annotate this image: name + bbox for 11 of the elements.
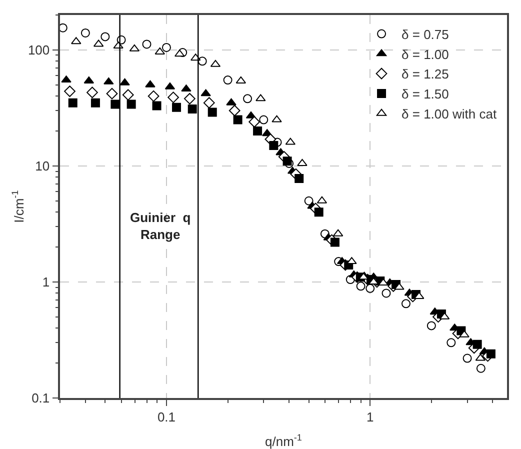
y-tick-label: 10 [35, 158, 50, 174]
x-axis-title: q/nm$^{-1}$ [265, 432, 302, 449]
y-tick-label: 100 [28, 42, 50, 58]
legend-label: δ = 1.50 [402, 86, 449, 102]
y-tick-label: 0.1 [32, 390, 50, 406]
legend-label: δ = 1.00 [402, 46, 449, 62]
annotation: Guinier q Range [130, 210, 191, 242]
legend-label: δ = 1.00 with cat [402, 106, 497, 122]
legend-label: δ = 1.25 [402, 66, 449, 82]
legend-label: δ = 0.75 [402, 26, 449, 42]
y-tick-label: 1 [42, 274, 50, 290]
